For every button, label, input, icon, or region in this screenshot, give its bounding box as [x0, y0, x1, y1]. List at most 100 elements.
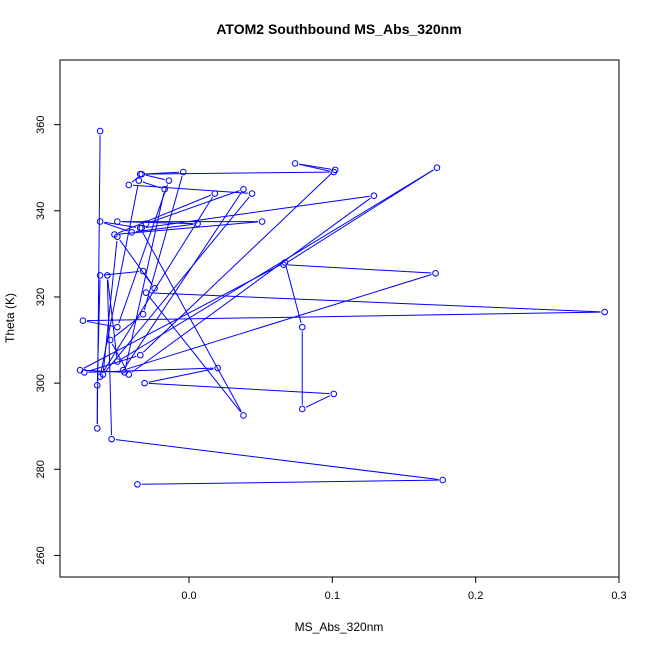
data-point [211, 190, 219, 197]
series-segment [135, 223, 194, 233]
series-segment [96, 279, 101, 382]
data-point [136, 351, 144, 359]
series-segment [150, 292, 601, 313]
data-point [104, 272, 111, 279]
series-segment [105, 196, 250, 372]
data-point [106, 336, 114, 344]
series-segment [124, 192, 242, 367]
plot-frame [59, 59, 620, 578]
data-point [114, 323, 121, 331]
data-point [135, 177, 143, 184]
series-segment [287, 264, 432, 274]
data-point [280, 261, 287, 268]
y-tick-label: 320 [35, 288, 47, 306]
data-point [141, 379, 148, 387]
series-segment [305, 395, 331, 408]
series-segment [126, 274, 432, 370]
x-tick-label: 0.3 [611, 590, 626, 602]
series-segment [286, 169, 434, 263]
data-point [139, 310, 147, 318]
data-point [248, 190, 256, 197]
y-tick-label: 340 [35, 202, 47, 220]
series-segment [88, 355, 137, 372]
data-point [96, 127, 104, 135]
series-segment [103, 222, 128, 232]
data-point [79, 317, 87, 324]
series-segment [299, 163, 330, 172]
series-segment [148, 295, 242, 413]
data-point [298, 405, 306, 413]
series-segment [149, 190, 240, 223]
data-point [128, 229, 135, 236]
data-point [96, 373, 104, 380]
series-segment [106, 279, 112, 435]
series-segment [148, 368, 214, 383]
y-tick-label: 360 [35, 115, 47, 133]
series-segment [144, 171, 330, 175]
series-segment [119, 239, 153, 286]
series-segment [87, 311, 601, 322]
data-point [179, 168, 187, 176]
chart-title: ATOM2 Southbound MS_Abs_320nm [216, 21, 461, 37]
data-point [151, 285, 158, 292]
series-segment [145, 195, 370, 228]
series-segment [86, 320, 114, 327]
series-segment [113, 316, 141, 338]
data-point [136, 170, 144, 178]
data-point [139, 267, 147, 275]
series-segment [148, 382, 330, 395]
data-point [125, 371, 133, 378]
data-point [93, 381, 101, 389]
data-point [111, 231, 118, 238]
series-segment [120, 169, 434, 360]
data-point [93, 425, 101, 432]
x-axis-label: MS_Abs_320nm [295, 620, 384, 634]
data-point [240, 185, 247, 193]
data-point [142, 289, 150, 296]
series-segment [104, 221, 137, 228]
data-point [119, 366, 127, 374]
series-segment [144, 171, 180, 175]
data-point [432, 269, 439, 277]
series-segment [107, 279, 118, 358]
series-segment [145, 174, 165, 181]
data-point [439, 476, 447, 484]
data-point [138, 224, 145, 232]
series-segment [101, 196, 213, 374]
data-point [601, 308, 608, 316]
series-segment [142, 181, 161, 189]
x-tick-label: 0.2 [468, 590, 483, 602]
series-segment [124, 193, 165, 369]
data-point [330, 168, 338, 176]
data-point [134, 481, 141, 488]
x-tick-label: 0.0 [181, 590, 196, 602]
series-segment [142, 172, 333, 353]
data-point [330, 390, 338, 398]
data-point [194, 220, 201, 228]
data-point [125, 181, 133, 189]
series-segment [100, 184, 139, 373]
y-axis: 260 280 300 320 340 360 [35, 115, 61, 565]
data-point [142, 220, 150, 228]
data-point [161, 185, 168, 193]
series-segment [115, 439, 439, 481]
series-segment [131, 197, 371, 373]
series-segment [118, 194, 212, 234]
data-point [291, 160, 299, 167]
y-tick-label: 300 [35, 374, 47, 392]
data-point [240, 412, 247, 419]
series-segment [118, 221, 258, 235]
series-segment [299, 163, 332, 170]
y-axis-label: Theta (K) [3, 293, 17, 343]
series-layer [76, 127, 608, 488]
series-segment [132, 184, 248, 194]
data-point [298, 323, 306, 331]
data-point [370, 192, 378, 200]
data-point [114, 218, 121, 225]
series-segment [141, 231, 242, 412]
data-point [108, 435, 115, 443]
y-tick-label: 260 [35, 546, 47, 564]
series-segment [285, 266, 302, 324]
data-point [258, 218, 266, 225]
